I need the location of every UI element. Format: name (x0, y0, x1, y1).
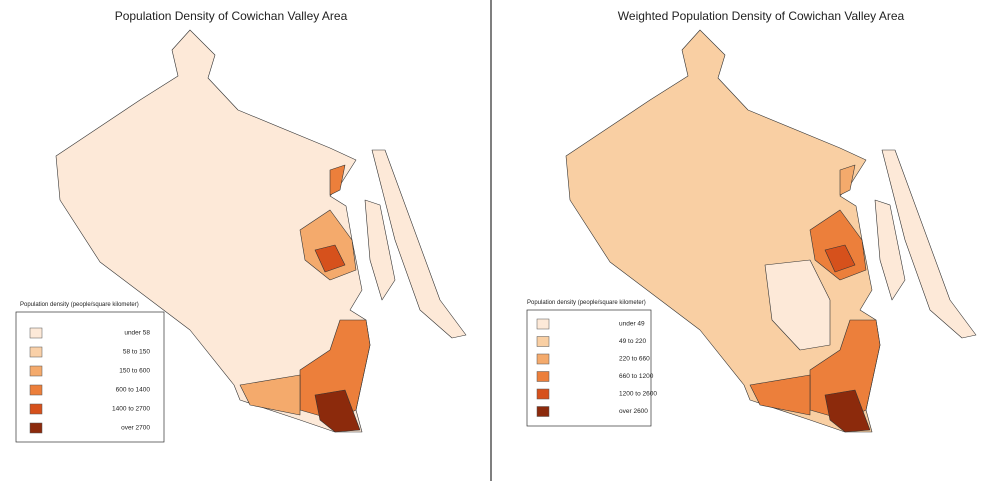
legend-swatch (29, 422, 43, 434)
legend-label: under 49 (619, 321, 645, 328)
map-right (565, 29, 977, 433)
panel-title: Population Density of Cowichan Valley Ar… (115, 9, 348, 23)
legend-swatch (29, 403, 43, 415)
legend-swatch (29, 384, 43, 396)
legend-swatch (536, 336, 550, 347)
legend-label: 1200 to 2600 (619, 391, 657, 398)
legend-swatch (536, 406, 550, 417)
legend-swatch (536, 388, 550, 400)
legend-swatch (29, 346, 43, 358)
map-left (55, 29, 467, 433)
legend-swatch (536, 371, 550, 382)
legend-label: 220 to 660 (619, 356, 650, 363)
panel-title: Weighted Population Density of Cowichan … (618, 9, 905, 23)
legend-swatch (536, 318, 550, 330)
legend-swatch (29, 327, 43, 339)
legend-label: 58 to 150 (123, 349, 150, 356)
legend-title: Population density (people/square kilome… (527, 300, 646, 306)
legend-label: under 58 (124, 330, 150, 337)
legend-label: 49 to 220 (619, 338, 646, 345)
legend-swatch (29, 365, 43, 377)
legend-label: over 2700 (121, 425, 150, 432)
legend-label: over 2600 (619, 408, 648, 415)
legend-label: 1400 to 2700 (112, 406, 150, 413)
legend-label: 150 to 600 (119, 368, 150, 375)
legend-label: 660 to 1200 (619, 373, 654, 380)
legend-swatch (536, 353, 550, 365)
legend-title: Population density (people/square kilome… (20, 302, 139, 308)
legend-label: 600 to 1400 (116, 387, 151, 394)
